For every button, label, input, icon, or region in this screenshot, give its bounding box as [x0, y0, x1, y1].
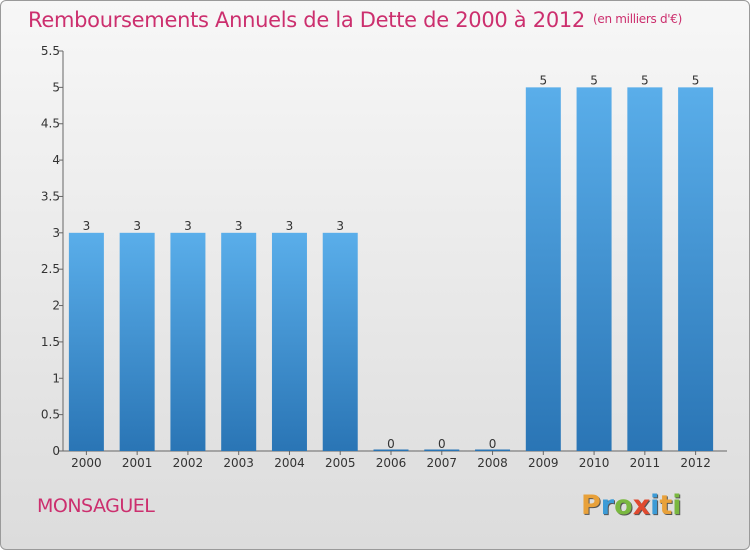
value-label: 5: [590, 73, 598, 87]
bar: [627, 87, 663, 451]
title-text: Remboursements Annuels de la Dette de 20…: [28, 8, 585, 32]
unit-note: (en milliers d'€): [593, 12, 683, 26]
value-label: 3: [133, 219, 141, 233]
bar: [475, 449, 511, 451]
value-label: 3: [83, 219, 91, 233]
y-tick-label: 2.5: [41, 262, 60, 276]
y-tick-label: 1.5: [41, 335, 60, 349]
bar: [373, 449, 409, 451]
logo-letter: t: [659, 490, 673, 521]
commune-name: MONSAGUEL: [37, 495, 155, 517]
value-label: 3: [336, 219, 344, 233]
bar: [322, 232, 358, 451]
x-tick-label: 2010: [579, 456, 610, 470]
chart-title: Remboursements Annuels de la Dette de 20…: [28, 8, 682, 32]
x-tick-label: 2007: [426, 456, 457, 470]
value-label: 3: [235, 219, 243, 233]
logo-letter: o: [614, 490, 633, 521]
x-tick-label: 2001: [122, 456, 153, 470]
x-tick-label: 2009: [528, 456, 559, 470]
x-tick-label: 2006: [376, 456, 407, 470]
y-tick-label: 2: [52, 299, 60, 313]
y-tick-label: 4: [52, 153, 60, 167]
y-tick-label: 4.5: [41, 117, 60, 131]
logo-letter: x: [632, 490, 651, 521]
bar: [119, 232, 155, 451]
x-tick-label: 2004: [274, 456, 305, 470]
x-tick-label: 2011: [630, 456, 661, 470]
value-label: 0: [387, 437, 395, 451]
value-label: 5: [641, 73, 649, 87]
x-tick-label: 2008: [477, 456, 508, 470]
value-label: 3: [286, 219, 294, 233]
y-tick-label: 0.5: [41, 408, 60, 422]
value-label: 0: [489, 437, 497, 451]
value-label: 3: [184, 219, 192, 233]
bar: [221, 232, 257, 451]
bar: [68, 232, 104, 451]
y-tick-label: 0: [52, 444, 60, 458]
y-tick-label: 3: [52, 226, 60, 240]
value-label: 0: [438, 437, 446, 451]
logo-letter: i: [672, 490, 682, 521]
y-tick-label: 1: [52, 371, 60, 385]
logo-letter: P: [581, 490, 601, 521]
bar: [271, 232, 307, 451]
bar: [525, 87, 561, 451]
x-tick-label: 2005: [325, 456, 356, 470]
value-label: 5: [692, 73, 700, 87]
x-tick-label: 2003: [223, 456, 254, 470]
value-label: 5: [539, 73, 547, 87]
proxiti-logo: Proxiti: [581, 490, 682, 521]
x-tick-label: 2002: [173, 456, 204, 470]
x-tick-label: 2012: [680, 456, 711, 470]
x-tick-label: 2000: [71, 456, 102, 470]
bar: [424, 449, 460, 451]
logo-letter: r: [600, 490, 615, 521]
y-tick-label: 3.5: [41, 189, 60, 203]
y-tick-label: 5.5: [41, 44, 60, 58]
bar: [678, 87, 714, 451]
bar: [576, 87, 612, 451]
y-tick-label: 5: [52, 80, 60, 94]
logo-letter: i: [650, 490, 660, 521]
bar: [170, 232, 206, 451]
